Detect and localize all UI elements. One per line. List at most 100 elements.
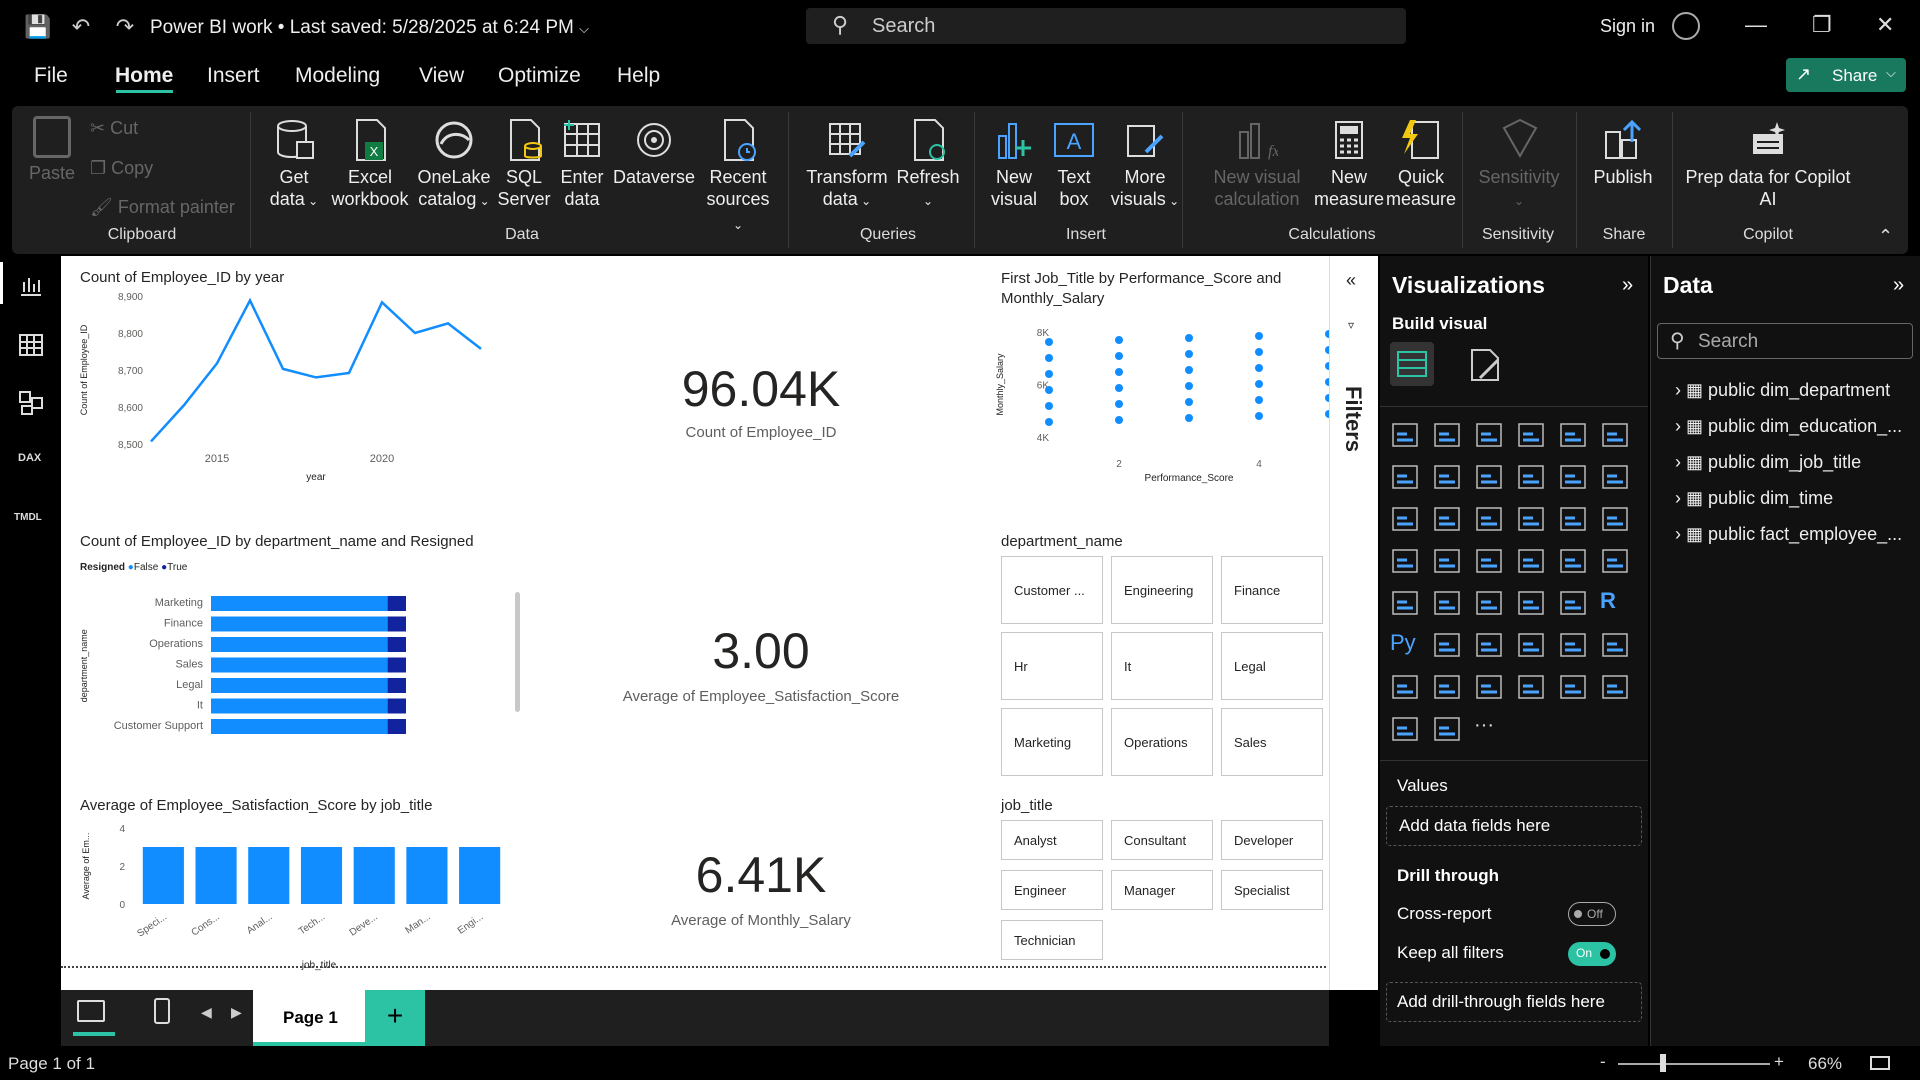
- drill-through-well[interactable]: Add drill-through fields here: [1386, 982, 1642, 1022]
- page-tab[interactable]: Page 1: [253, 990, 365, 1046]
- waterfall-chart-icon[interactable]: [1432, 504, 1462, 534]
- stacked-bar-chart-icon[interactable]: [1390, 420, 1420, 450]
- collapse-data-pane-icon[interactable]: »: [1893, 274, 1905, 296]
- onelake-catalog-button[interactable]: OneLake catalog ⌄: [416, 118, 492, 212]
- metrics-icon[interactable]: [1516, 672, 1546, 702]
- fit-to-page-icon[interactable]: [1870, 1056, 1890, 1070]
- matrix-icon[interactable]: [1558, 588, 1588, 618]
- cut-button[interactable]: ✂ Cut: [90, 118, 139, 138]
- stacked-area-chart-icon[interactable]: [1474, 462, 1504, 492]
- goals-icon[interactable]: [1600, 630, 1630, 660]
- decomposition-tree-icon[interactable]: [1474, 630, 1504, 660]
- area-chart-icon[interactable]: [1432, 462, 1462, 492]
- excel-workbook-button[interactable]: X Excel workbook: [328, 118, 412, 210]
- restore-icon[interactable]: ❐: [1812, 12, 1832, 37]
- scatter-chart[interactable]: 4K 6K 8K 2 4 Performance_Score Monthly_Salary: [991, 312, 1391, 522]
- expand-filters-icon[interactable]: «: [1346, 270, 1357, 290]
- line-column-chart-icon[interactable]: [1558, 462, 1588, 492]
- data-table-item[interactable]: › ▦ public dim_time: [1675, 488, 1833, 509]
- sensitivity-button[interactable]: Sensitivity ⌄: [1474, 118, 1564, 212]
- donut-chart-icon[interactable]: [1600, 504, 1630, 534]
- prev-page-icon[interactable]: ◀: [201, 1004, 212, 1020]
- build-visual-tab[interactable]: [1390, 342, 1434, 386]
- azure-map-icon[interactable]: [1516, 546, 1546, 576]
- ribbon-chart-icon[interactable]: [1390, 504, 1420, 534]
- get-data-button[interactable]: Get data ⌄: [264, 118, 324, 212]
- slicer-item[interactable]: Analyst: [1001, 820, 1103, 860]
- sign-in-link[interactable]: Sign in: [1600, 16, 1656, 36]
- prep-data-copilot-button[interactable]: Prep data for Copilot AI: [1678, 118, 1858, 210]
- python-visual-icon[interactable]: Py: [1390, 630, 1416, 655]
- power-apps-visual-icon[interactable]: [1390, 714, 1420, 744]
- slicer-item[interactable]: Specialist: [1221, 870, 1323, 910]
- new-visual-button[interactable]: New visual: [986, 118, 1042, 210]
- transform-data-button[interactable]: Transform data ⌄: [802, 118, 892, 212]
- slicer-item[interactable]: Finance: [1221, 556, 1323, 624]
- undo-icon[interactable]: ↶: [71, 14, 91, 39]
- line-chart[interactable]: 8,500 8,600 8,700 8,800 8,900 2015 2020 year Cou…: [61, 286, 521, 516]
- data-table-item[interactable]: › ▦ public dim_department: [1675, 380, 1890, 401]
- menu-file[interactable]: File: [34, 64, 68, 87]
- scrollbar[interactable]: [515, 592, 520, 712]
- values-well[interactable]: Add data fields here: [1386, 806, 1642, 846]
- recent-sources-button[interactable]: Recent sources ⌄: [700, 118, 776, 236]
- key-influencers-icon[interactable]: [1432, 630, 1462, 660]
- quick-measure-button[interactable]: Quick measure: [1386, 118, 1456, 210]
- data-search-input[interactable]: ⚲ Search: [1657, 323, 1913, 359]
- clustered-bar-chart-icon[interactable]: [1474, 420, 1504, 450]
- power-bi-icon[interactable]: [1558, 672, 1588, 702]
- filters-pane[interactable]: « ▿ Filters: [1329, 256, 1378, 990]
- menu-insert[interactable]: Insert: [207, 64, 260, 87]
- slicer-icon[interactable]: [1474, 588, 1504, 618]
- stacked-column-chart-icon[interactable]: [1432, 420, 1462, 450]
- clustered-column-chart-icon[interactable]: [1516, 420, 1546, 450]
- redo-icon[interactable]: ↷: [115, 14, 135, 39]
- collapse-ribbon-icon[interactable]: ⌃: [1878, 226, 1894, 246]
- table-icon[interactable]: [1516, 588, 1546, 618]
- zoom-slider[interactable]: [1618, 1063, 1770, 1065]
- keep-filters-toggle[interactable]: On: [1568, 942, 1616, 966]
- qa-icon[interactable]: [1516, 630, 1546, 660]
- share-button[interactable]: ↗ Share ⌵: [1786, 58, 1906, 92]
- slicer-item[interactable]: Sales: [1221, 708, 1323, 776]
- line-chart-icon[interactable]: [1390, 462, 1420, 492]
- slicer-item[interactable]: Manager: [1111, 870, 1213, 910]
- model-view-icon[interactable]: [18, 390, 44, 416]
- slicer-item[interactable]: Operations: [1111, 708, 1213, 776]
- treemap-icon[interactable]: [1390, 546, 1420, 576]
- dax-query-view-icon[interactable]: DAX: [18, 452, 42, 464]
- report-view-icon[interactable]: [18, 272, 44, 298]
- copilot-visual-icon[interactable]: [1432, 714, 1462, 744]
- minimize-icon[interactable]: —: [1745, 12, 1767, 37]
- pie-chart-icon[interactable]: [1558, 504, 1588, 534]
- r-visual-icon[interactable]: R: [1600, 588, 1616, 613]
- more-visuals-button[interactable]: More visuals ⌄: [1106, 118, 1184, 212]
- next-page-icon[interactable]: ▶: [231, 1004, 242, 1020]
- tmdl-view-icon[interactable]: TMDL: [14, 512, 42, 523]
- menu-home[interactable]: Home: [115, 64, 174, 87]
- job-title-column-chart[interactable]: 0 2 4 Speci... Cons... Anal... Tech... Deve... M…: [61, 816, 521, 986]
- new-measure-button[interactable]: New measure: [1314, 118, 1384, 210]
- table-view-icon[interactable]: [18, 332, 44, 358]
- slicer-item[interactable]: Customer ...: [1001, 556, 1103, 624]
- map-icon[interactable]: [1432, 546, 1462, 576]
- slicer-item[interactable]: Engineering: [1111, 556, 1213, 624]
- arcgis-icon[interactable]: [1600, 672, 1630, 702]
- document-title[interactable]: Power BI work • Last saved: 5/28/2025 at…: [150, 17, 589, 38]
- zoom-out-button[interactable]: -: [1600, 1052, 1606, 1071]
- multi-row-card-icon[interactable]: [1390, 588, 1420, 618]
- copy-button[interactable]: ❐ Copy: [90, 158, 154, 178]
- dataverse-button[interactable]: Dataverse: [612, 118, 696, 188]
- gauge-icon[interactable]: [1558, 546, 1588, 576]
- kpi-icon[interactable]: [1432, 588, 1462, 618]
- slicer-item[interactable]: Engineer: [1001, 870, 1103, 910]
- power-apps-icon[interactable]: [1432, 672, 1462, 702]
- menu-help[interactable]: Help: [617, 64, 661, 87]
- slicer-item[interactable]: Developer: [1221, 820, 1323, 860]
- zoom-in-button[interactable]: +: [1774, 1052, 1784, 1071]
- more-visuals-icon[interactable]: ···: [1474, 714, 1494, 736]
- save-icon[interactable]: 💾: [24, 14, 52, 39]
- 100-area-chart-icon[interactable]: [1516, 462, 1546, 492]
- funnel-chart-icon[interactable]: [1474, 504, 1504, 534]
- new-visual-calculation-button[interactable]: fx New visual calculation: [1202, 118, 1312, 210]
